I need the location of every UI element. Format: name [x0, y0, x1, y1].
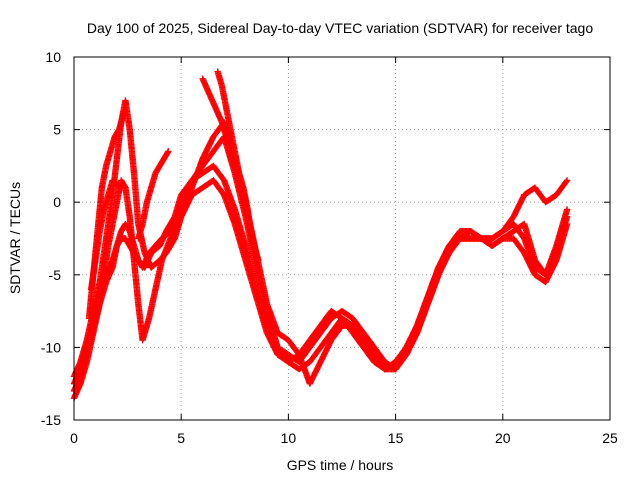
x-tick-label: 20	[495, 430, 511, 446]
data-point	[120, 111, 127, 119]
data-point	[563, 177, 571, 184]
x-axis-label: GPS time / hours	[287, 457, 394, 473]
x-tick-label: 15	[388, 430, 404, 446]
data-point	[563, 213, 571, 220]
plot-frame	[73, 56, 611, 421]
y-axis-label: SDTVAR / TECUs	[7, 182, 23, 294]
series-track-4	[70, 162, 571, 395]
y-tick-label: 0	[53, 194, 61, 210]
x-tick-label: 25	[602, 430, 618, 446]
y-tick-labels: -15 -10 -5 0 5 10	[41, 49, 61, 428]
x-tick-label: 5	[177, 430, 185, 446]
axis-ticks	[73, 56, 611, 421]
data-point	[255, 257, 262, 264]
y-tick-label: -5	[49, 267, 62, 283]
data-markers	[70, 68, 571, 402]
x-tick-label: 0	[70, 430, 78, 446]
data-point	[563, 206, 571, 213]
series-track-6	[85, 111, 127, 322]
y-tick-label: 5	[53, 122, 61, 138]
series-track-7	[135, 148, 172, 242]
data-point	[116, 183, 124, 191]
x-tick-labels: 0 5 10 15 20 25	[70, 430, 618, 446]
data-point	[165, 148, 172, 155]
grid-lines	[74, 57, 610, 420]
chart-title: Day 100 of 2025, Sidereal Day-to-day VTE…	[87, 20, 594, 36]
y-tick-label: -10	[41, 339, 61, 355]
x-tick-label: 10	[281, 430, 297, 446]
y-tick-label: 10	[45, 49, 61, 65]
series-track-9	[214, 68, 262, 264]
y-tick-label: -15	[41, 412, 61, 428]
data-point	[563, 178, 570, 185]
data-point	[117, 184, 125, 191]
